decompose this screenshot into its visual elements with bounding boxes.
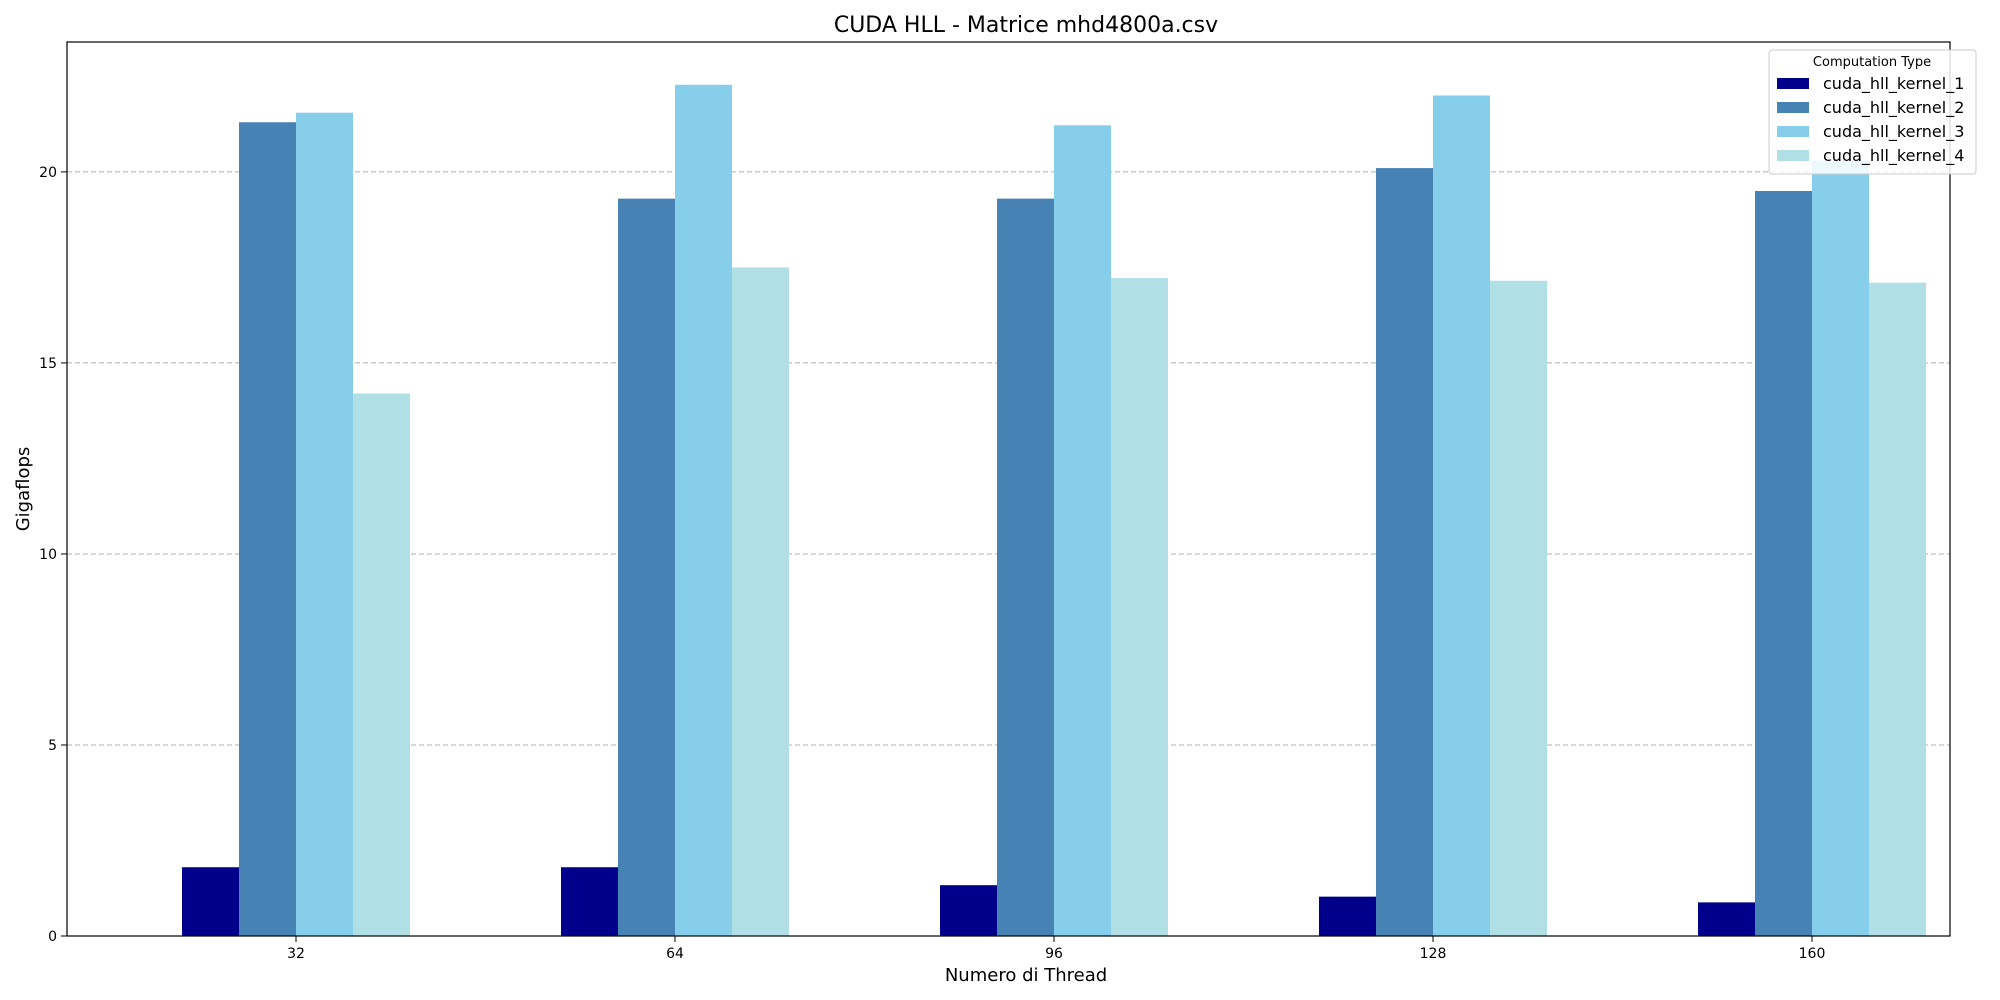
bar-cuda-hll-kernel-1-128 (1319, 896, 1376, 936)
bar-cuda-hll-kernel-2-32 (239, 122, 296, 936)
legend-swatch (1777, 102, 1809, 113)
bar-cuda-hll-kernel-1-160 (1698, 902, 1755, 936)
x-axis: 32 64 96 128 160 (287, 936, 1825, 962)
legend-swatch (1777, 126, 1809, 137)
bar-cuda-hll-kernel-3-160 (1812, 160, 1869, 936)
legend: Computation Type cuda_hll_kernel_1cuda_h… (1768, 49, 1977, 175)
legend-label: cuda_hll_kernel_4 (1823, 146, 1964, 166)
legend-title: Computation Type (1813, 55, 1931, 70)
y-axis: 0 5 10 15 20 (39, 165, 67, 945)
y-tick-label: 20 (39, 165, 57, 181)
bar-cuda-hll-kernel-4-96 (1111, 278, 1168, 937)
legend-label: cuda_hll_kernel_1 (1823, 74, 1964, 94)
x-tick-label: 32 (287, 946, 305, 962)
y-axis-title: Gigaflops (13, 447, 34, 532)
bar-cuda-hll-kernel-3-96 (1054, 125, 1111, 937)
bar-cuda-hll-kernel-4-64 (732, 267, 789, 936)
bar-cuda-hll-kernel-2-160 (1755, 191, 1812, 936)
bar-cuda-hll-kernel-4-128 (1490, 280, 1547, 936)
chart-title: CUDA HLL - Matrice mhd4800a.csv (834, 13, 1218, 38)
legend-box (1768, 49, 1977, 175)
legend-label: cuda_hll_kernel_2 (1823, 98, 1964, 118)
y-tick-label: 0 (48, 929, 57, 945)
bar-cuda-hll-kernel-1-96 (940, 885, 997, 936)
bar-cuda-hll-kernel-3-64 (675, 84, 732, 937)
legend-label: cuda_hll_kernel_3 (1823, 122, 1964, 142)
y-tick-label: 15 (39, 356, 57, 372)
bar-cuda-hll-kernel-4-32 (353, 393, 410, 936)
x-tick-label: 160 (1799, 946, 1826, 962)
bar-cuda-hll-kernel-3-32 (296, 112, 353, 936)
bar-cuda-hll-kernel-2-64 (618, 198, 675, 937)
x-axis-title: Numero di Thread (945, 965, 1107, 986)
bar-cuda-hll-kernel-1-32 (182, 867, 239, 936)
bars (182, 84, 1926, 937)
bar-cuda-hll-kernel-4-160 (1869, 282, 1926, 936)
bar-cuda-hll-kernel-2-128 (1376, 168, 1433, 937)
legend-swatch (1777, 150, 1809, 161)
bar-cuda-hll-kernel-1-64 (561, 867, 618, 936)
bar-cuda-hll-kernel-2-96 (997, 198, 1054, 937)
bar-cuda-hll-kernel-3-128 (1433, 95, 1490, 936)
x-tick-label: 128 (1420, 946, 1447, 962)
y-tick-label: 10 (39, 547, 57, 563)
plot-frame (66, 41, 1951, 937)
legend-entries: cuda_hll_kernel_1 cuda_hll_kernel_2 cuda_h… (1777, 74, 1964, 166)
legend-swatch (1777, 78, 1809, 89)
x-tick-label: 64 (666, 946, 684, 962)
y-tick-label: 5 (48, 738, 57, 754)
x-tick-label: 96 (1045, 946, 1063, 962)
